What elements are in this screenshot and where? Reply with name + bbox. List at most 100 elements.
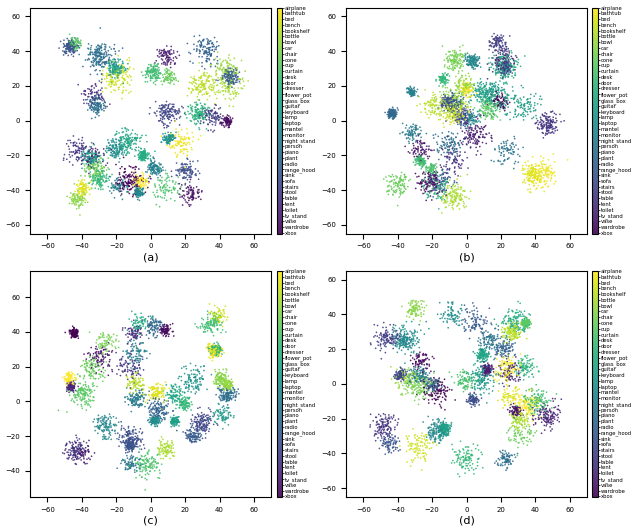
Point (122, 187, 132, 196)
Point (504, 324, 514, 332)
Point (477, 347, 488, 356)
Point (460, 134, 470, 143)
Point (138, 313, 148, 321)
Point (96, 159, 106, 167)
Point (69, 41, 79, 50)
Point (431, 395, 441, 404)
Point (480, 346, 490, 355)
Point (418, 349, 428, 358)
Point (506, 143, 516, 151)
Point (138, 380, 148, 389)
Point (460, 464, 470, 473)
Point (81, 96, 91, 104)
Point (197, 414, 207, 423)
Point (196, 408, 207, 417)
Point (132, 329, 143, 337)
Point (186, 375, 196, 384)
Point (430, 435, 440, 443)
Point (547, 164, 557, 173)
Point (90, 101, 100, 109)
Point (81, 184, 92, 192)
Point (437, 78, 447, 87)
Point (538, 123, 548, 131)
Point (163, 322, 173, 330)
Point (539, 122, 549, 130)
Point (216, 59, 226, 67)
Point (395, 336, 405, 344)
Point (217, 80, 227, 88)
Point (503, 393, 513, 401)
Point (221, 374, 231, 383)
Point (462, 124, 472, 133)
Point (383, 441, 393, 450)
Point (68, 326, 78, 335)
Point (502, 53, 513, 62)
Point (517, 319, 527, 327)
Point (431, 168, 442, 176)
Point (114, 142, 124, 151)
Point (200, 100, 210, 109)
Point (210, 319, 220, 327)
Point (228, 90, 239, 98)
Point (413, 157, 424, 165)
Point (147, 164, 157, 173)
Point (451, 51, 461, 59)
Point (547, 123, 557, 132)
Point (70, 328, 80, 336)
Point (494, 344, 504, 352)
Point (503, 456, 513, 465)
Point (443, 426, 453, 434)
Point (470, 131, 480, 139)
Point (465, 53, 476, 62)
Point (454, 112, 465, 121)
Point (147, 415, 157, 424)
Point (379, 438, 389, 446)
Point (83, 165, 93, 174)
Point (456, 109, 467, 117)
Point (132, 354, 143, 363)
Point (381, 422, 392, 430)
Point (457, 89, 467, 97)
Point (67, 148, 77, 156)
Point (474, 80, 484, 88)
Point (491, 101, 501, 109)
Point (429, 174, 439, 183)
Point (449, 55, 460, 64)
Point (150, 415, 160, 424)
Point (497, 319, 507, 327)
Point (395, 341, 405, 349)
Point (123, 188, 133, 196)
Point (461, 89, 471, 98)
Point (489, 91, 499, 100)
Point (467, 464, 477, 472)
Point (444, 424, 454, 432)
Point (510, 330, 520, 339)
Point (387, 444, 397, 452)
Point (440, 168, 450, 177)
Point (217, 410, 227, 418)
Point (506, 410, 516, 418)
Point (419, 384, 429, 393)
Point (412, 121, 422, 130)
Point (150, 62, 160, 70)
Point (90, 345, 100, 353)
Point (532, 387, 542, 395)
Point (526, 101, 536, 109)
Point (399, 379, 410, 388)
Point (472, 128, 483, 136)
Point (118, 134, 129, 143)
Point (456, 110, 466, 118)
Point (465, 461, 476, 470)
Point (120, 365, 130, 374)
Point (463, 53, 474, 61)
Point (484, 59, 494, 67)
Point (500, 59, 510, 67)
Point (150, 65, 161, 74)
Point (406, 86, 417, 95)
Point (216, 379, 227, 388)
Point (401, 340, 411, 348)
Point (134, 189, 145, 198)
Point (191, 100, 202, 108)
Point (150, 418, 160, 426)
Point (104, 361, 114, 370)
